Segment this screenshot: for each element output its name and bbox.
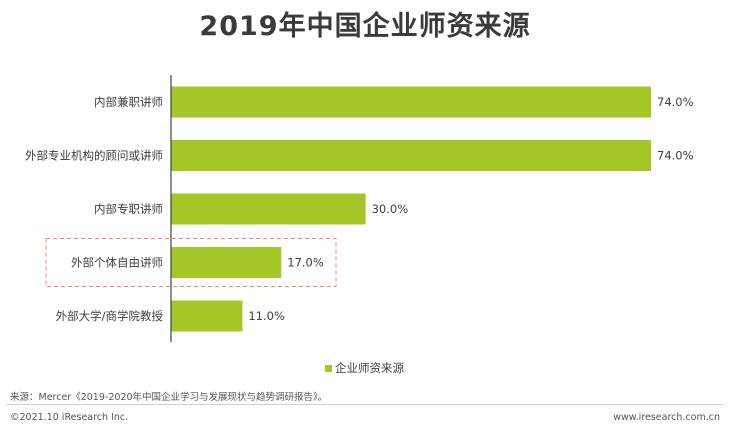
data-label: 30.0% xyxy=(372,202,409,216)
data-label: 74.0% xyxy=(657,149,694,163)
bar xyxy=(171,193,366,225)
data-label: 11.0% xyxy=(248,309,285,323)
bar-chart: 内部兼职讲师 74.0% 外部专业机构的顾问或讲师 74.0% 内部专职讲师 30.0% 外… xyxy=(25,75,694,342)
bar xyxy=(171,86,651,118)
legend: 企业师资来源 xyxy=(325,360,404,376)
chart-title: 2019年中国企业师资来源 xyxy=(199,11,531,42)
data-label: 17.0% xyxy=(287,256,324,270)
category-label: 外部大学/商学院教授 xyxy=(56,309,164,323)
bar xyxy=(171,140,651,171)
category-label: 外部个体自由讲师 xyxy=(71,256,163,270)
website: www.iresearch.com.cn xyxy=(613,412,720,423)
bar xyxy=(171,300,243,332)
legend-swatch xyxy=(325,364,332,372)
highlight-box xyxy=(45,238,337,287)
legend-label: 企业师资来源 xyxy=(335,361,404,375)
footer-divider xyxy=(6,404,724,405)
data-label: 74.0% xyxy=(657,95,694,109)
copyright: ©2021.10 iResearch Inc. xyxy=(10,412,129,423)
category-label: 内部兼职讲师 xyxy=(94,95,163,109)
category-label: 内部专职讲师 xyxy=(94,202,163,216)
source-note: 来源：Mercer《2019-2020年中国企业学习与发展现状与趋势调研报告》。 xyxy=(10,392,328,403)
bar xyxy=(171,247,282,278)
category-label: 外部专业机构的顾问或讲师 xyxy=(25,149,163,163)
